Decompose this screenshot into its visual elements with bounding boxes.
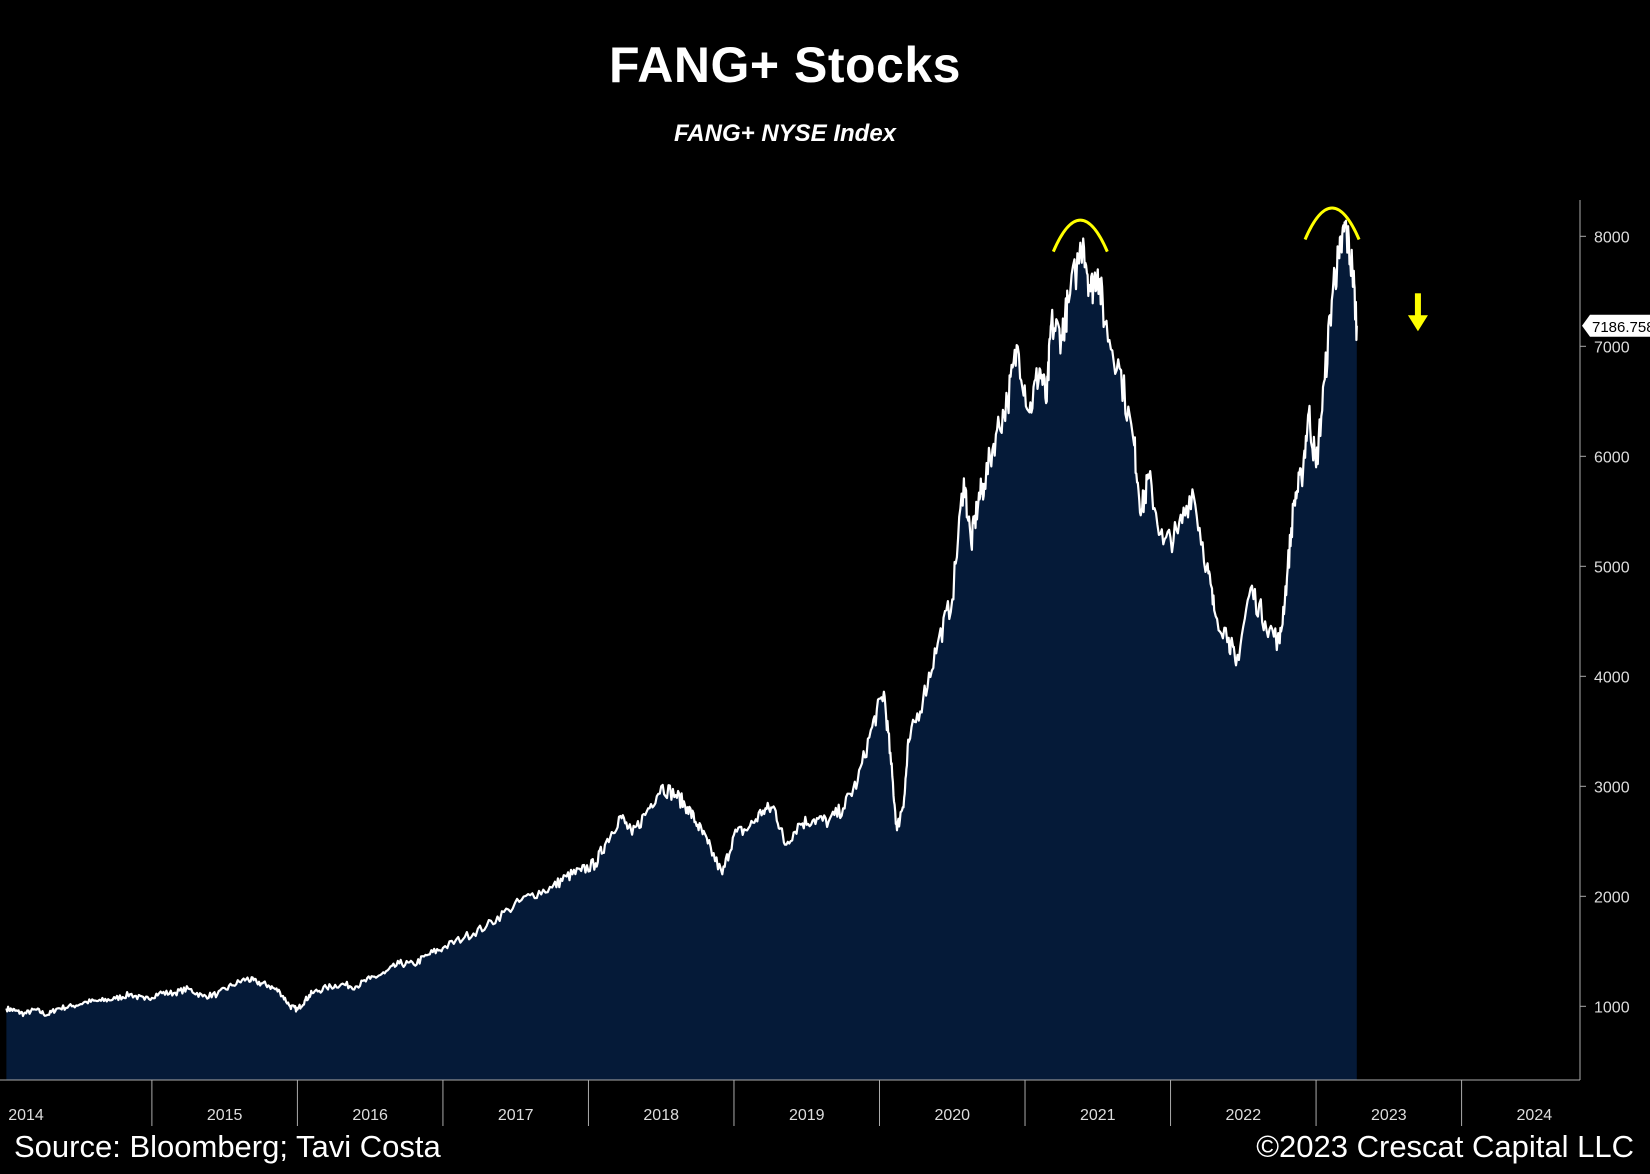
y-tick-label: 8000: [1594, 229, 1630, 246]
peak-arc-annotation: [1051, 218, 1109, 253]
chart-subtitle: FANG+ NYSE Index: [673, 120, 897, 147]
x-tick-label: 2024: [1517, 1107, 1553, 1124]
chart-title: FANG+ Stocks: [609, 37, 961, 93]
copyright-note: ©2023 Crescat Capital LLC: [1256, 1129, 1634, 1164]
y-tick-label: 6000: [1594, 449, 1630, 466]
x-tick-label: 2017: [498, 1107, 534, 1124]
x-tick-label: 2015: [207, 1107, 243, 1124]
y-tick-label: 3000: [1594, 779, 1630, 796]
source-note: Source: Bloomberg; Tavi Costa: [14, 1129, 441, 1164]
peak-arc-annotation: [1303, 206, 1361, 241]
y-tick-label: 7000: [1594, 339, 1630, 356]
x-tick-label: 2022: [1226, 1107, 1262, 1124]
y-tick-label: 4000: [1594, 669, 1630, 686]
x-tick-label: 2019: [789, 1107, 825, 1124]
y-tick-label: 1000: [1594, 999, 1630, 1016]
x-tick-label: 2021: [1080, 1107, 1116, 1124]
series-line: [5, 219, 1358, 1018]
x-tick-label: 2016: [352, 1107, 388, 1124]
last-value-tag: 7186.758: [1582, 314, 1650, 337]
last-value-label: 7186.758: [1592, 319, 1650, 336]
y-tick-label: 2000: [1594, 889, 1630, 906]
y-tick-label: 5000: [1594, 559, 1630, 576]
down-arrow-icon: [1407, 293, 1428, 332]
x-tick-label: 2014: [8, 1107, 44, 1124]
x-tick-label: 2018: [643, 1107, 679, 1124]
x-tick-label: 2023: [1371, 1107, 1407, 1124]
series-area: [6, 220, 1357, 1080]
x-tick-label: 2020: [934, 1107, 970, 1124]
